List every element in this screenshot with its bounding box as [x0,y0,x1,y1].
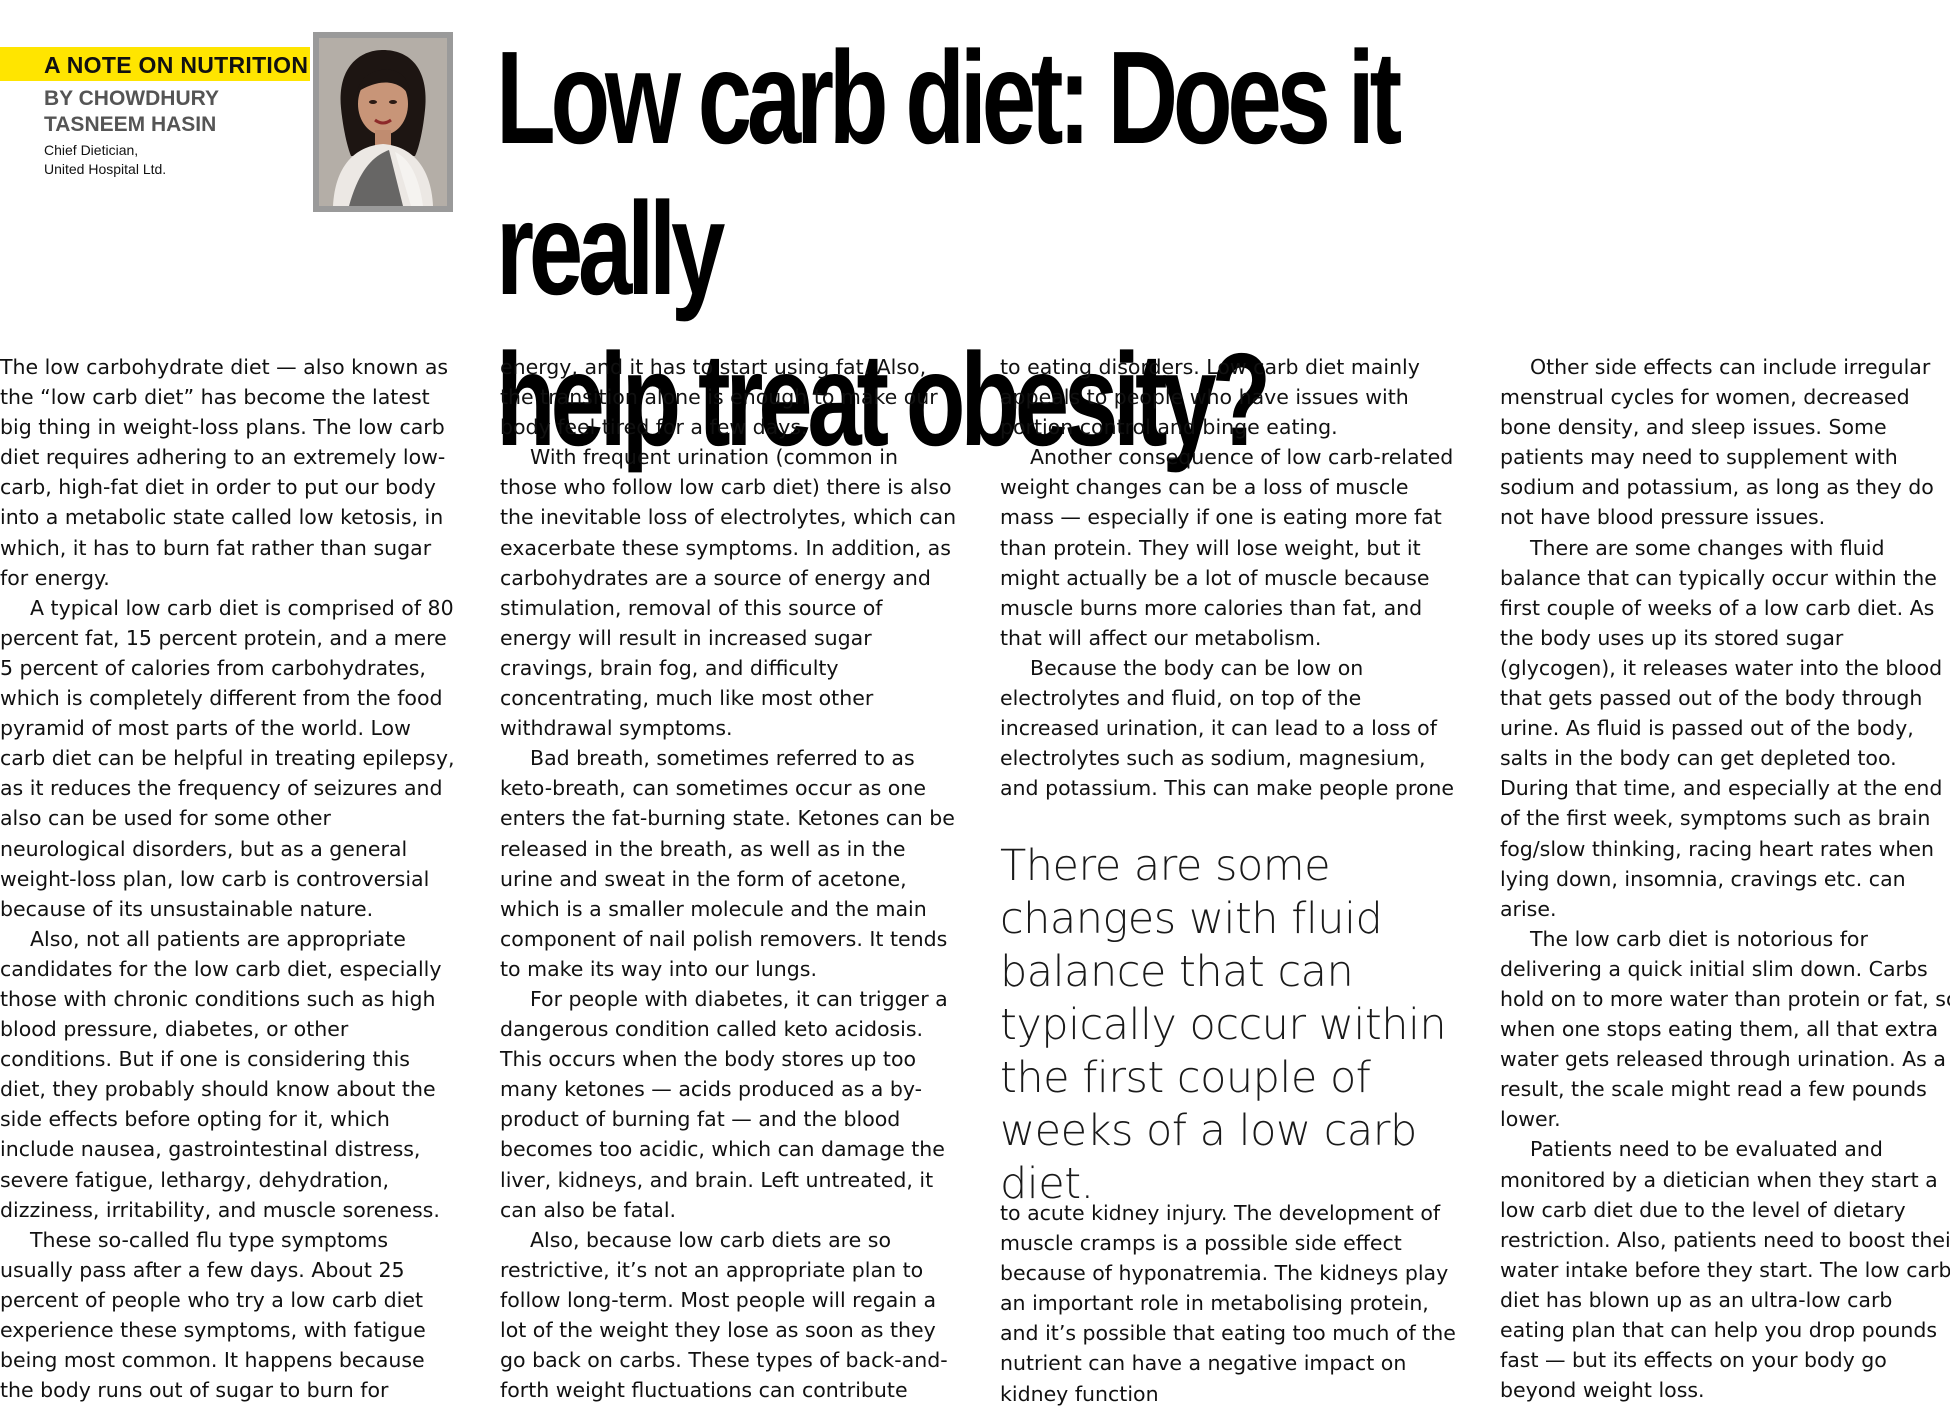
article-headline: Low carb diet: Does it really help treat… [496,22,1562,475]
body-column-1: The low carbohydrate diet — also known a… [0,352,460,1405]
paragraph: Bad breath, sometimes referred to as ket… [500,746,955,981]
byline-line-1: BY CHOWDHURY [44,87,220,110]
paragraph: energy, and it has to start using fat. A… [500,355,938,440]
paragraph: The low carbohydrate diet — also known a… [0,355,449,590]
paragraph: Also, not all patients are appropriate c… [0,926,442,1222]
headline-line-1: Low carb diet: Does it really [496,24,1402,322]
paragraph: Because the body can be low on electroly… [1000,655,1454,801]
body-column-2: energy, and it has to start using fat. A… [500,352,960,1405]
paragraph: With frequent urination (common in those… [500,445,957,741]
author-portrait-icon [319,38,447,206]
paragraph: Also, because low carb diets are so rest… [500,1227,948,1403]
kicker-label: A NOTE ON NUTRITION [44,52,309,78]
author-byline: BY CHOWDHURY TASNEEM HASIN [44,86,314,138]
body-column-3: to eating disorders. Low carb diet mainl… [1000,352,1460,803]
author-role: Chief Dietician, United Hospital Ltd. [44,141,314,179]
paragraph: Another consequence of low carb-related … [1000,445,1454,650]
headline-line-2: help treat obesity? [496,326,1271,473]
paragraph: to eating disorders. Low carb diet mainl… [1000,355,1420,440]
paragraph: A typical low carb diet is comprised of … [0,595,455,921]
role-line-1: Chief Dietician, [44,142,139,158]
body-column-4: Other side effects can include irregular… [1500,352,1950,1405]
paragraph: to acute kidney injury. The development … [1000,1201,1456,1406]
byline-line-2: TASNEEM HASIN [44,113,217,136]
paragraph: Patients need to be evaluated and monito… [1500,1137,1950,1403]
paragraph: For people with diabetes, it can trigger… [500,986,948,1222]
paragraph: The low carb diet is notorious for deliv… [1500,926,1950,1132]
paragraph: There are some changes with fluid balanc… [1500,535,1943,921]
body-column-3-continued: to acute kidney injury. The development … [1000,1198,1460,1409]
author-photo [313,32,453,212]
portrait-illustration [319,38,447,206]
paragraph: These so-called flu type symptoms usuall… [0,1227,426,1403]
pull-quote: There are some changes with fluid balanc… [1000,841,1447,1209]
column-kicker: A NOTE ON NUTRITION [0,47,310,81]
role-line-2: United Hospital Ltd. [44,161,167,177]
paragraph: Other side effects can include irregular… [1500,355,1934,530]
